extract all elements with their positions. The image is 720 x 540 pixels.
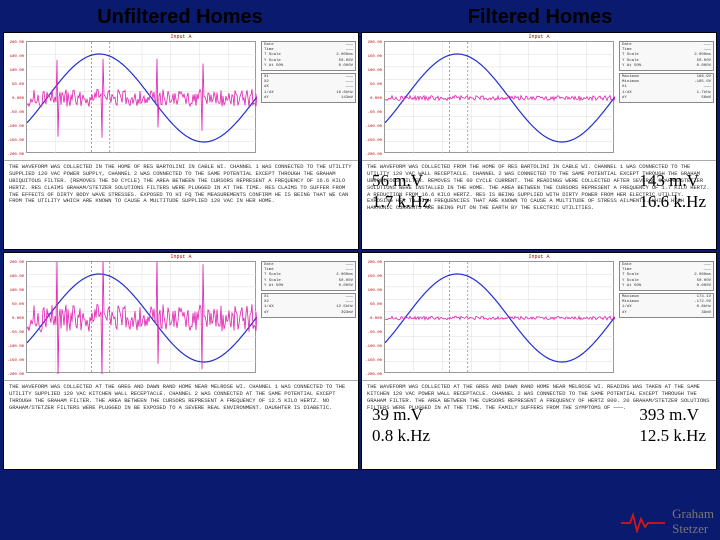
panel-tr-svg: [385, 42, 615, 154]
panel-tr-chart: [384, 41, 614, 153]
measurement-tr: 56 m.V 1.7 k.Hz: [372, 170, 430, 213]
panel-bl-sidebox-measure: X1———X2———1/dX12.5kHzdY393mV: [261, 293, 356, 318]
footer-brand-l2: Stetzer: [672, 522, 714, 536]
footer-brand: Graham Stetzer: [672, 507, 714, 536]
panel-wrap-bl: Input A 200.00180.00100.0050.000.000-50.…: [2, 251, 360, 471]
measurement-br-freq: 0.8 k.Hz: [372, 425, 430, 446]
panel-tl: Input A 200.00180.00100.0050.000.000-50.…: [3, 32, 359, 250]
measurement-br: 39 m.V 0.8 k.Hz: [372, 404, 430, 447]
panels-grid: Input A 200.00180.00100.0050.000.000-50.…: [0, 31, 720, 471]
header-row: Unfiltered Homes Filtered Homes: [0, 0, 720, 31]
panel-br-sidebox-measure: Maximum174.1VMinimum-172.0V1/dX0.8kHzdY3…: [619, 293, 714, 318]
panel-tl-sidebox-measure: X1———X2———dX———1/dX16.6kHzdY143mV: [261, 73, 356, 103]
panel-tl-yaxis: 200.00180.00100.0050.000.000-50.00-100.0…: [5, 41, 25, 153]
panel-br-scope: Input A 200.00150.00100.0050.000.000-50.…: [362, 253, 716, 381]
panel-tr-sidebox-measure: Maximum166.9VMinimum-165.0VX1———1/dX1.7k…: [619, 73, 714, 103]
panel-br-chart-title: Input A: [528, 254, 549, 260]
panel-tl-scope: Input A 200.00180.00100.0050.000.000-50.…: [4, 33, 358, 161]
header-filtered: Filtered Homes: [360, 4, 720, 31]
measurement-bl-freq: 12.5 k.Hz: [639, 425, 706, 446]
panel-bl-sidepane: Date———Time———T Scale2.000msY Scale50.00…: [261, 261, 356, 373]
panel-tr-scope: Input A 200.00150.00100.0050.000.000-50.…: [362, 33, 716, 161]
panel-bl-sidebox-settings: Date———Time———T Scale2.000msY Scale50.00…: [261, 261, 356, 291]
header-unfiltered: Unfiltered Homes: [0, 4, 360, 31]
measurement-tl: 143 m.V 16.6 k.Hz: [639, 170, 706, 213]
measurement-tr-freq: 1.7 k.Hz: [372, 191, 430, 212]
panel-bl-chart-title: Input A: [170, 254, 191, 260]
footer: Graham Stetzer: [620, 507, 714, 536]
panel-tl-chart: [26, 41, 256, 153]
panel-bl-yaxis: 200.00180.00100.0050.000.000-50.00-100.0…: [5, 261, 25, 373]
panel-br-sidebox-settings: Date———Time———T Scale2.000msY Scale50.00…: [619, 261, 714, 291]
panel-tr-chart-title: Input A: [528, 34, 549, 40]
panel-br-svg: [385, 262, 615, 374]
panel-br-chart: [384, 261, 614, 373]
panel-tl-svg: [27, 42, 257, 154]
measurement-tr-volts: 56 m.V: [372, 170, 430, 191]
panel-tl-sidebox-settings: Date———Time———T Scale2.000msY Scale50.00…: [261, 41, 356, 71]
panel-br-yaxis: 200.00150.00100.0050.000.000-50.00-100.0…: [363, 261, 383, 373]
panel-tr-sidebox-settings: Date———Time———T Scale2.000msY Scale50.00…: [619, 41, 714, 71]
panel-tr-yaxis: 200.00150.00100.0050.000.000-50.00-100.0…: [363, 41, 383, 153]
panel-tl-caption: THE WAVEFORM WAS COLLECTED IN THE HOME O…: [4, 161, 358, 250]
measurement-bl: 393 m.V 12.5 k.Hz: [639, 404, 706, 447]
panel-tr: Input A 200.00150.00100.0050.000.000-50.…: [361, 32, 717, 250]
panel-tl-chart-title: Input A: [170, 34, 191, 40]
footer-brand-l1: Graham: [672, 507, 714, 521]
panel-bl: Input A 200.00180.00100.0050.000.000-50.…: [3, 252, 359, 470]
panel-wrap-tr: Input A 200.00150.00100.0050.000.000-50.…: [360, 31, 718, 251]
panel-tr-sidepane: Date———Time———T Scale2.000msY Scale50.00…: [619, 41, 714, 153]
panel-bl-svg: [27, 262, 257, 374]
measurement-bl-volts: 393 m.V: [639, 404, 706, 425]
heartbeat-icon: [620, 511, 666, 533]
measurement-tl-volts: 143 m.V: [639, 170, 706, 191]
panel-wrap-tl: Input A 200.00180.00100.0050.000.000-50.…: [2, 31, 360, 251]
panel-bl-chart: [26, 261, 256, 373]
panel-br-sidepane: Date———Time———T Scale2.000msY Scale50.00…: [619, 261, 714, 373]
panel-bl-caption: THE WAVEFORM WAS COLLECTED AT THE GREG A…: [4, 381, 358, 470]
panel-tl-sidepane: Date———Time———T Scale2.000msY Scale50.00…: [261, 41, 356, 153]
measurement-br-volts: 39 m.V: [372, 404, 430, 425]
measurement-tl-freq: 16.6 k.Hz: [639, 191, 706, 212]
panel-bl-scope: Input A 200.00180.00100.0050.000.000-50.…: [4, 253, 358, 381]
